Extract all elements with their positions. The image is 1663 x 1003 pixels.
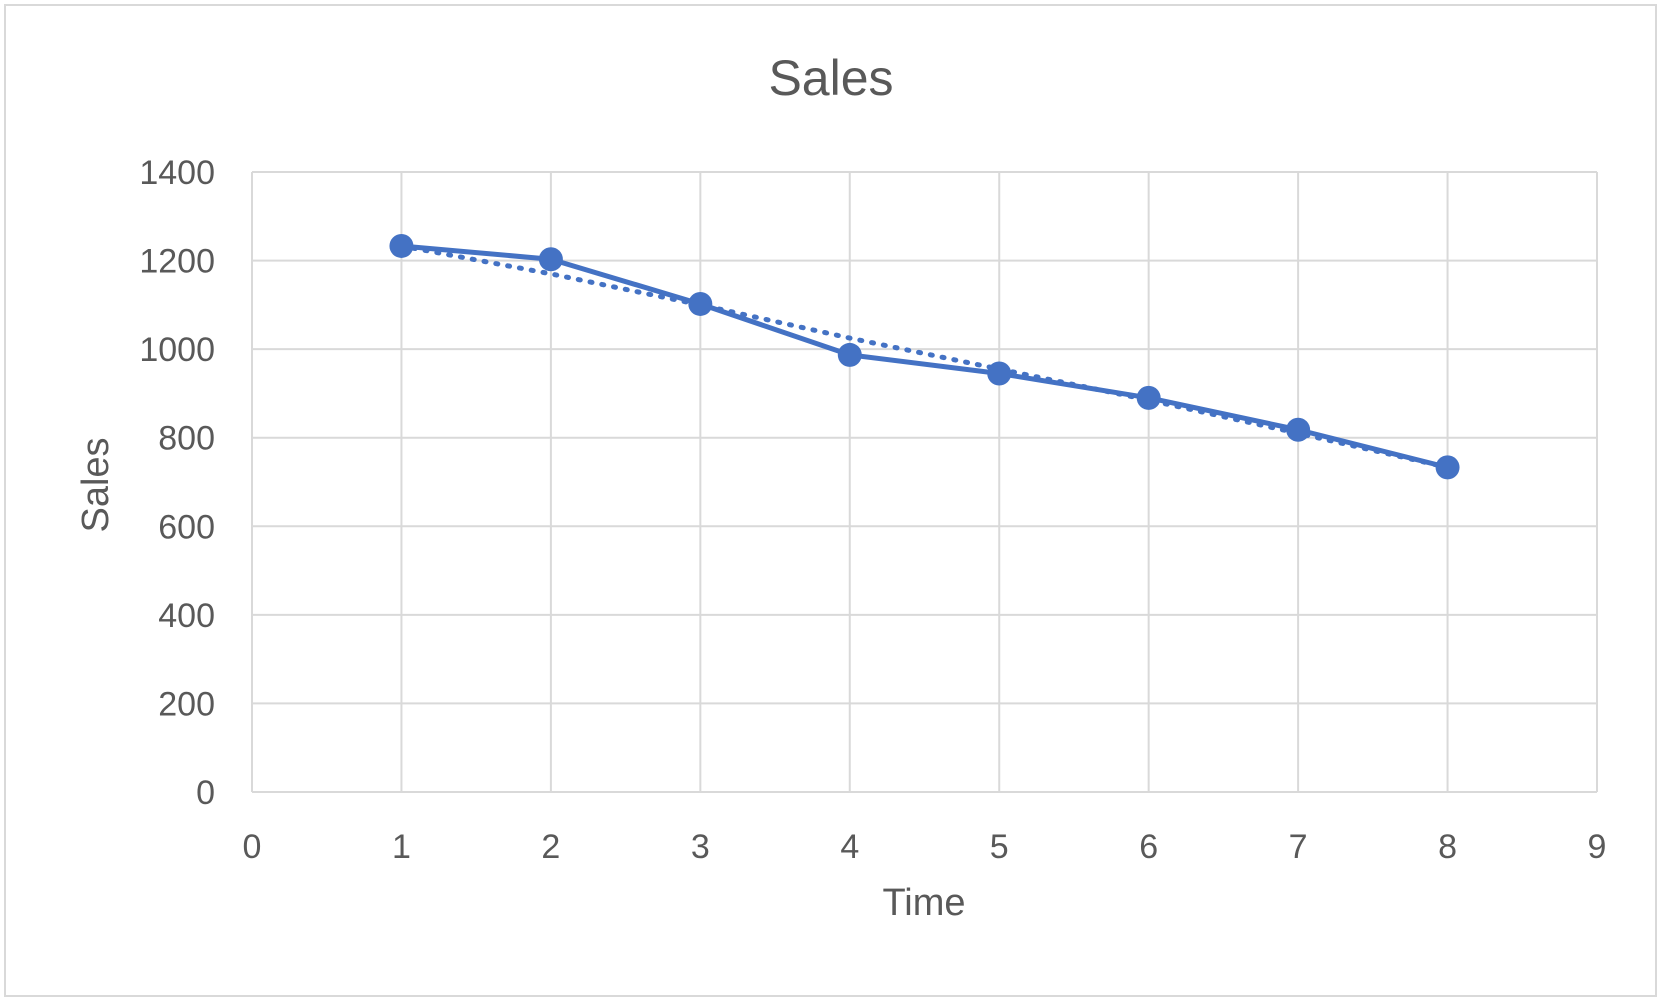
- x-tick-label: 3: [691, 828, 710, 866]
- y-tick-label: 400: [158, 597, 215, 635]
- y-tick-label: 800: [158, 420, 215, 458]
- sales-point: [538, 247, 563, 272]
- x-tick-label: 9: [1588, 828, 1607, 866]
- sales-point: [837, 342, 862, 367]
- sales-line-layer: [401, 243, 1449, 470]
- gridlines: [251, 171, 1598, 793]
- sales-line: [401, 243, 1449, 470]
- sales-point: [987, 361, 1012, 386]
- x-tick-label: 6: [1139, 828, 1158, 866]
- trendline-layer: [398, 243, 1451, 470]
- x-tick-label: 2: [541, 828, 560, 866]
- y-tick-label: 200: [158, 685, 215, 723]
- x-tick-label: 4: [840, 828, 859, 866]
- y-tick-label: 600: [158, 508, 215, 546]
- y-axis-title: Sales: [75, 437, 117, 532]
- y-tick-label: 0: [196, 774, 215, 812]
- sales-point: [1136, 385, 1161, 410]
- x-tick-label: 0: [243, 828, 262, 866]
- sales-point: [1286, 417, 1311, 442]
- x-tick-label: 1: [392, 828, 411, 866]
- chart-title: Sales: [768, 50, 893, 106]
- x-axis-tick-labels: 0 1 2 3 4 5 6 7 8 9: [243, 828, 1607, 866]
- x-tick-label: 8: [1438, 828, 1457, 866]
- chart-frame: [4, 4, 1657, 997]
- y-tick-label: 1000: [139, 331, 215, 369]
- sales-point: [688, 291, 713, 316]
- x-tick-label: 5: [990, 828, 1009, 866]
- y-axis-tick-labels: 0 200 400 600 800 1000 1200 1400: [139, 154, 215, 812]
- sales-trendline: [398, 243, 1451, 470]
- y-tick-label: 1200: [139, 243, 215, 281]
- y-tick-label: 1400: [139, 154, 215, 192]
- sales-point: [389, 233, 414, 258]
- x-tick-label: 7: [1289, 828, 1308, 866]
- sales-points-layer: [389, 233, 1460, 480]
- sales-point: [1435, 455, 1460, 480]
- x-axis-title: Time: [882, 882, 965, 924]
